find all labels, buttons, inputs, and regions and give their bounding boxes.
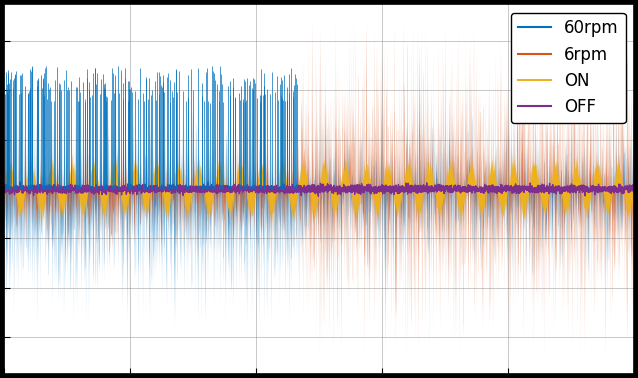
- Legend: 60rpm, 6rpm, ON, OFF: 60rpm, 6rpm, ON, OFF: [511, 12, 625, 123]
